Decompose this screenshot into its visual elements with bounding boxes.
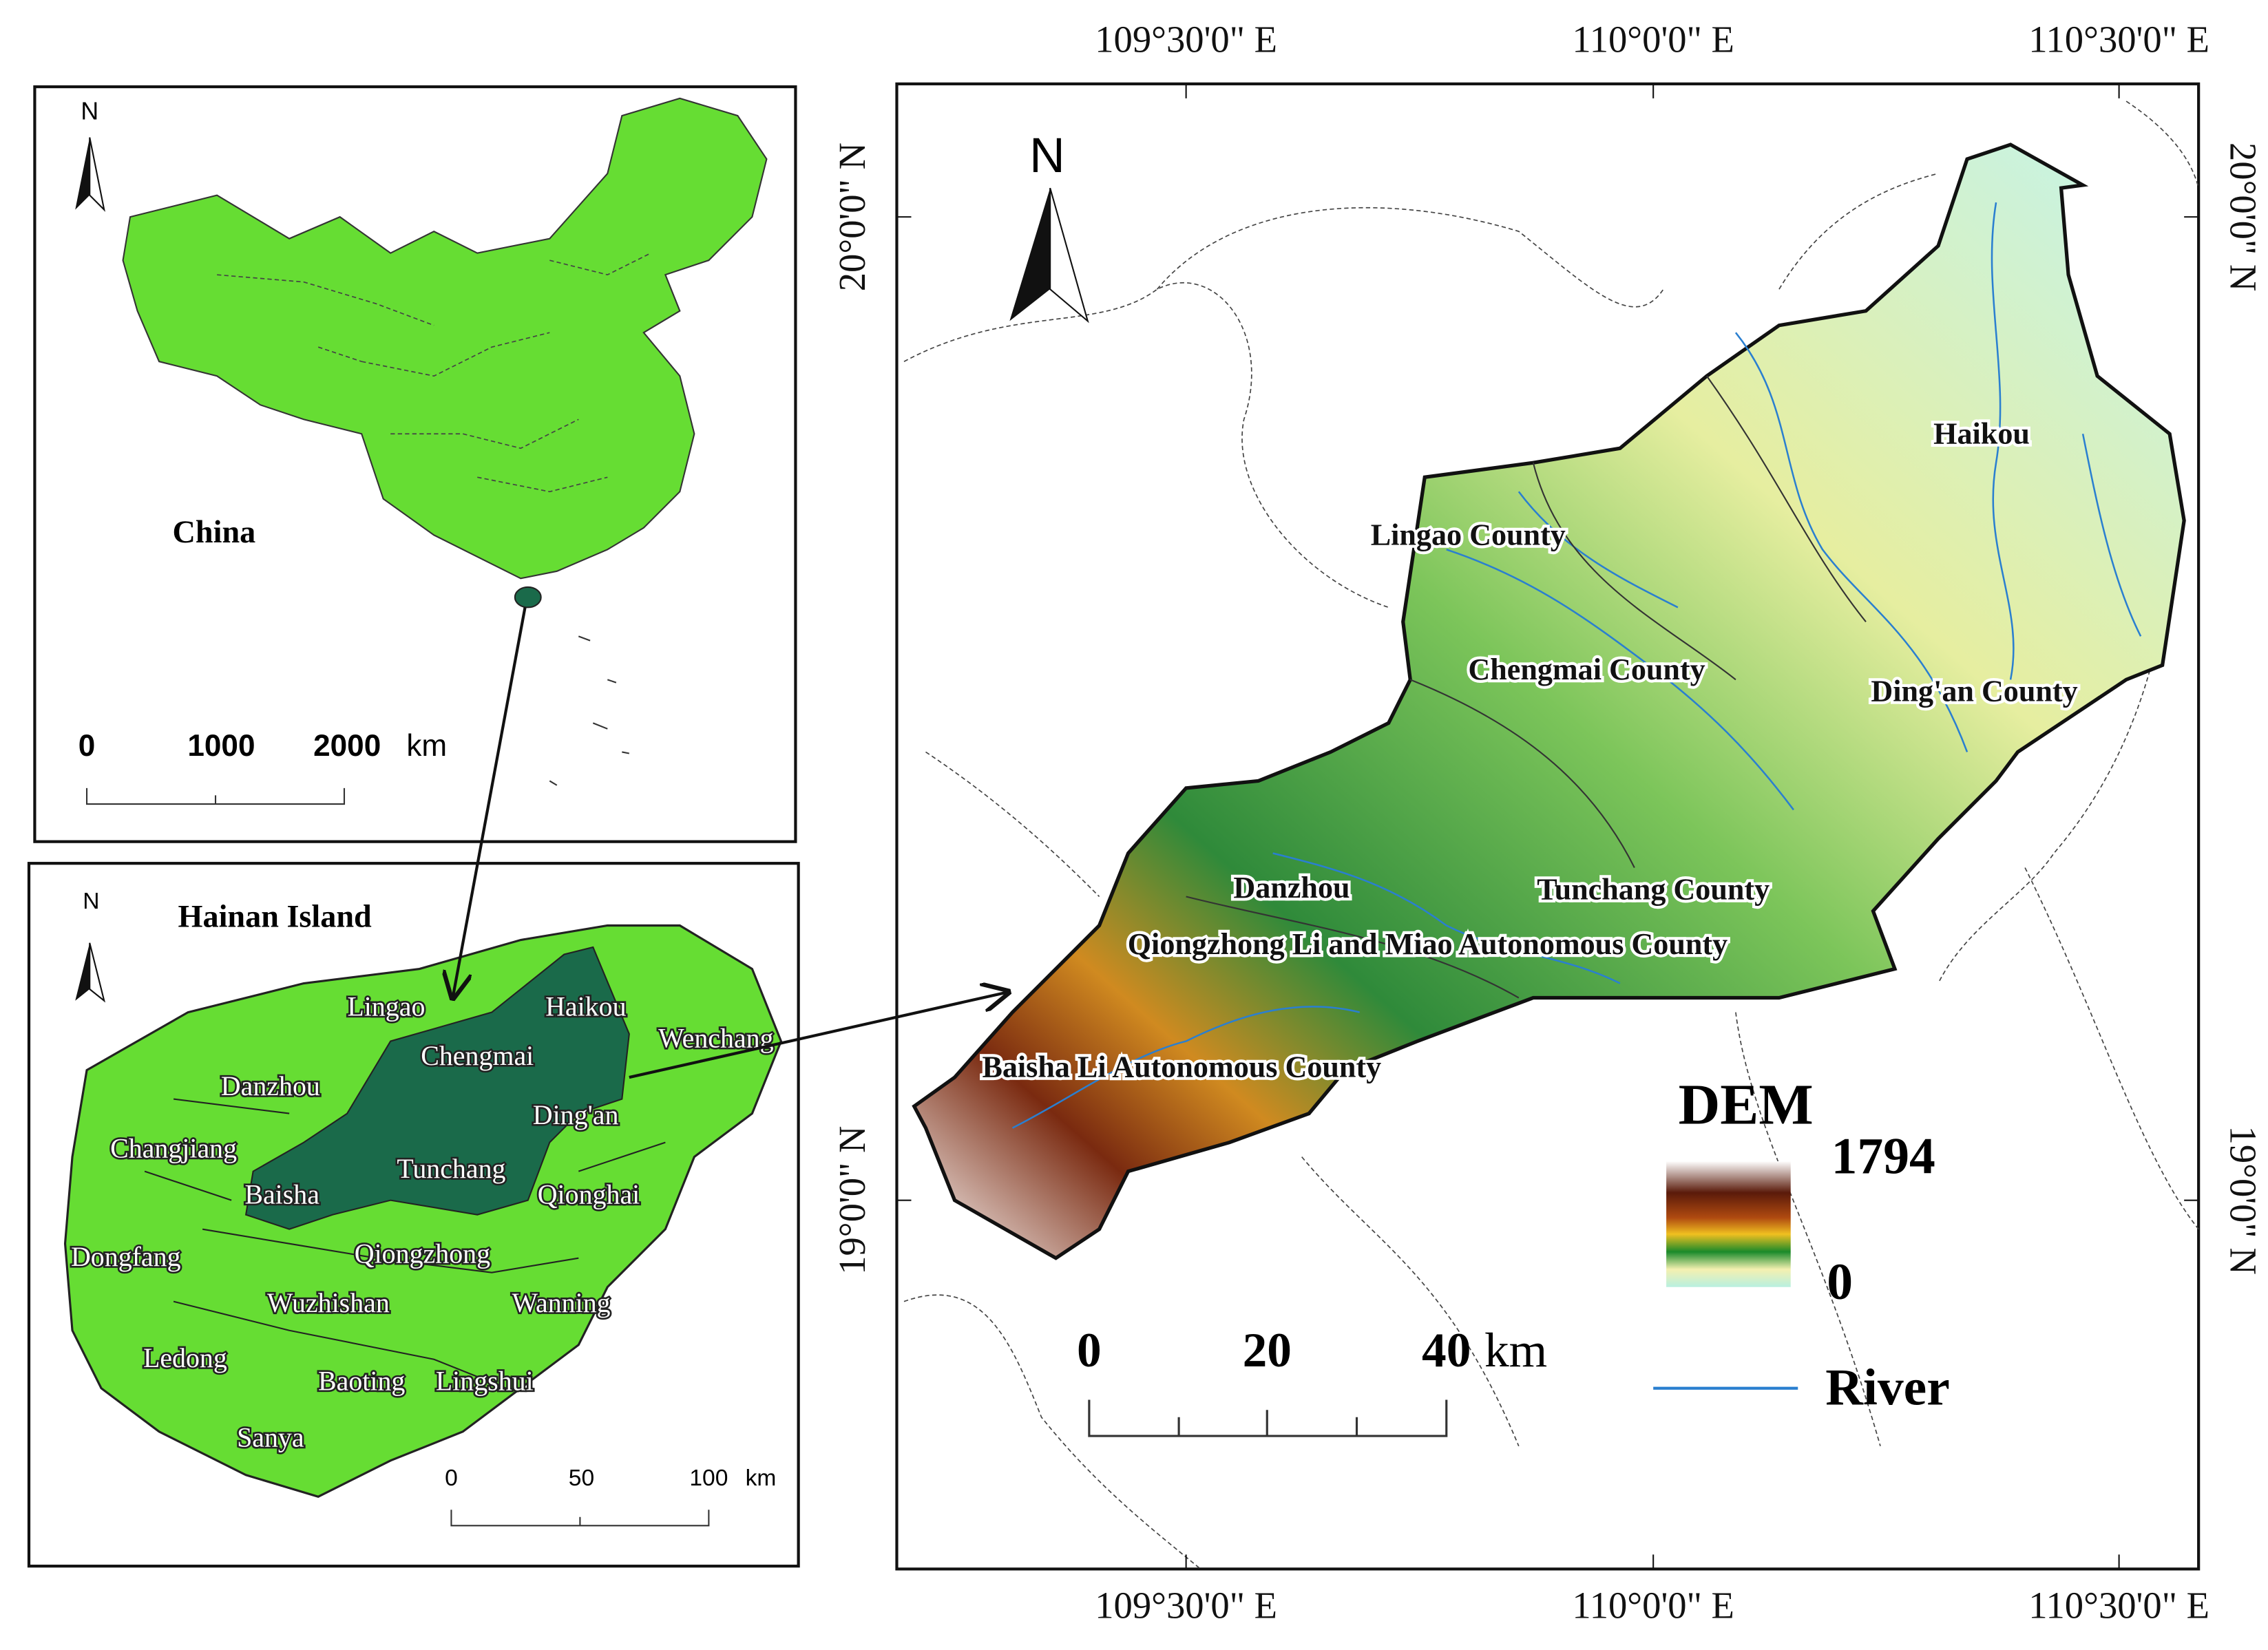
county-label: Lingshui	[436, 1366, 534, 1397]
latitude-label: 20°0'0" N	[831, 142, 873, 291]
region-label: Danzhou	[1233, 871, 1350, 905]
region-labels: Haikou Lingao County Chengmai County Ding'a…	[979, 414, 2081, 1087]
county-label: Ledong	[143, 1342, 227, 1373]
longitude-label: 110°0'0" E	[1572, 1585, 1734, 1627]
longitude-label: 109°30'0" E	[1095, 1585, 1277, 1627]
scale-label: 50	[569, 1466, 594, 1491]
scale-label: 20	[1243, 1323, 1292, 1377]
scale-label: 0	[78, 729, 96, 763]
longitude-label: 109°30'0" E	[1095, 19, 1277, 61]
county-label: Tunchang	[397, 1153, 505, 1184]
scale-label: 1000	[187, 729, 255, 763]
legend-min: 0	[1827, 1254, 1853, 1311]
hainan-north-arrow-outline	[89, 942, 106, 1003]
region-label: Chengmai County	[1468, 653, 1705, 686]
county-label: Changjiang	[110, 1132, 237, 1163]
county-label: Chengmai	[421, 1040, 534, 1071]
main-north: N	[1029, 128, 1065, 183]
county-label: Baisha	[244, 1179, 319, 1210]
hainan-title: Hainan Island	[178, 899, 372, 934]
latitude-label: 20°0'0" N	[2222, 142, 2264, 291]
region-label: Lingao County	[1371, 518, 1566, 552]
study-area-dem	[912, 142, 2186, 1260]
china-label: China	[173, 514, 256, 549]
hainan-study-area	[244, 946, 630, 1230]
county-label: Haikou	[545, 991, 627, 1022]
latitude-label: 19°0'0" N	[2222, 1126, 2264, 1275]
scale-label: 0	[445, 1466, 458, 1491]
scale-unit: km	[1484, 1323, 1547, 1377]
scale-unit: km	[746, 1466, 777, 1491]
county-label: Lingao	[347, 991, 425, 1022]
longitude-label: 110°30'0" E	[2028, 19, 2209, 61]
county-label: Wanning	[512, 1287, 611, 1318]
rivers	[1011, 202, 2142, 1129]
county-label: Qiongzhong	[355, 1238, 490, 1269]
hainan-frame	[27, 862, 800, 1568]
county-label: Wuzhishan	[267, 1287, 390, 1318]
china-shape	[122, 97, 768, 580]
region-label: Ding'an County	[1871, 675, 2077, 708]
legend-river: River	[1825, 1359, 1950, 1416]
admin-borders	[903, 101, 2199, 1569]
longitude-label: 110°0'0" E	[1572, 19, 1734, 61]
connector-arrow	[453, 606, 527, 997]
legend-title: DEM	[1679, 1073, 1814, 1137]
china-north-arrow	[75, 137, 90, 210]
county-labels: Lingao HaikouWenchangChengmaiDanzhouDing'…	[69, 989, 775, 1455]
scale-unit: km	[406, 729, 447, 763]
china-scale-bar	[85, 787, 346, 805]
china-islands	[549, 635, 630, 786]
china-north: N	[81, 97, 98, 125]
legend-max: 1794	[1831, 1128, 1935, 1185]
county-borders	[1186, 375, 1867, 999]
connector-arrow	[629, 992, 1008, 1079]
coordinates: 109°30'0" E 109°30'0" E 110°0'0" E 110°0'0"…	[831, 19, 2264, 1627]
main-north-arrow-outline	[1049, 187, 1089, 324]
hainan-county-borders	[144, 1098, 666, 1389]
china-north-arrow-outline	[89, 137, 105, 212]
scale-label: 0	[1077, 1323, 1102, 1377]
legend-gradient	[1666, 1161, 1791, 1287]
china-frame	[33, 85, 797, 843]
county-label: Qionghai	[538, 1179, 640, 1210]
main-scale-bar	[1088, 1399, 1448, 1437]
region-label: Haikou	[1933, 417, 2030, 451]
hainan-north: N	[83, 889, 99, 914]
china-hainan	[514, 586, 542, 609]
main-north-arrow	[1009, 188, 1051, 321]
scale-label: 100	[689, 1466, 728, 1491]
main-frame	[895, 82, 2201, 1571]
latitude-label: 19°0'0" N	[831, 1126, 873, 1275]
scale-label: 2000	[313, 729, 381, 763]
region-label: Tunchang County	[1537, 872, 1770, 906]
county-label: Sanya	[237, 1422, 304, 1453]
scale-label: 40	[1422, 1323, 1471, 1377]
longitude-label: 110°30'0" E	[2028, 1585, 2209, 1627]
county-label: Dongfang	[71, 1241, 181, 1272]
county-label: Ding'an	[533, 1099, 619, 1130]
county-label: Baoting	[318, 1366, 405, 1397]
region-label: Baisha Li Autonomous County	[982, 1050, 1381, 1084]
county-label: Danzhou	[221, 1070, 320, 1101]
hainan-scale-bar	[450, 1510, 710, 1527]
region-label: Qiongzhong Li and Miao Autonomous County	[1128, 927, 1728, 961]
hainan-north-arrow	[75, 942, 90, 1001]
china-provinces	[217, 252, 651, 493]
